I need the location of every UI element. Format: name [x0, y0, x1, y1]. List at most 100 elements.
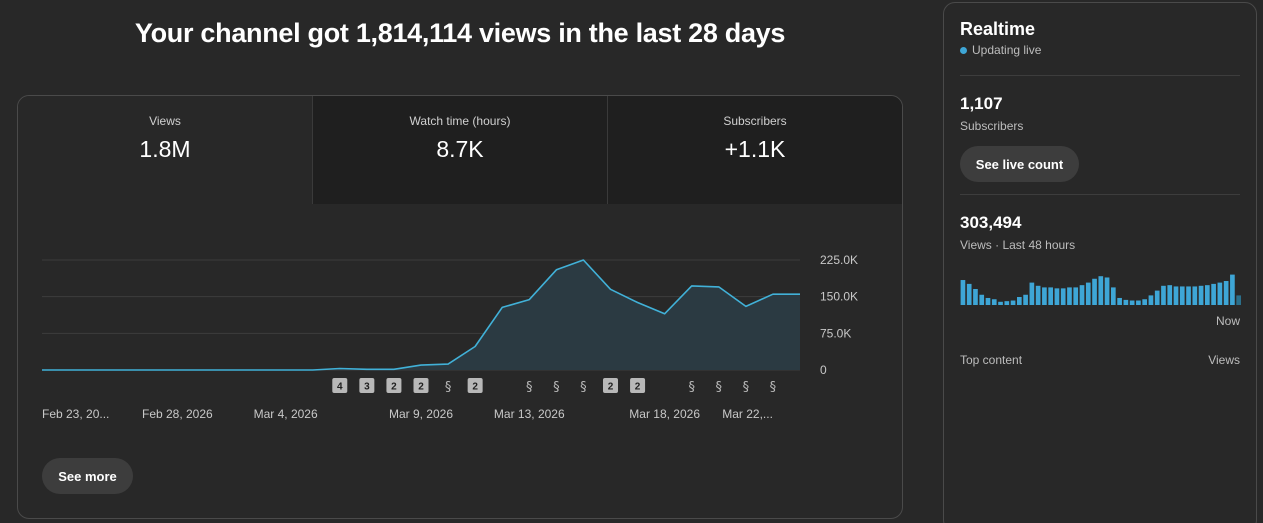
x-tick-label: Feb 28, 2026	[142, 407, 213, 421]
realtime-hour-bar	[985, 297, 991, 305]
realtime-hour-bar	[1179, 286, 1185, 305]
x-tick-label: Mar 13, 2026	[494, 407, 565, 421]
see-live-count-button[interactable]: See live count	[960, 146, 1079, 182]
x-tick-label: Mar 18, 2026	[629, 407, 700, 421]
live-dot-icon	[960, 46, 967, 54]
realtime-title: Realtime	[960, 19, 1036, 39]
realtime-status: Updating live	[960, 43, 1041, 57]
realtime-hour-bar	[1205, 285, 1210, 305]
upload-count-label: 2	[472, 382, 478, 393]
realtime-panel: Realtime Updating live 1,107 Subscribers…	[943, 2, 1257, 523]
realtime-hour-bar	[1123, 299, 1129, 305]
upload-count-label: 2	[391, 382, 397, 393]
upload-count-label: 2	[608, 382, 614, 393]
y-tick-label: 75.0K	[820, 326, 851, 340]
realtime-views-label: Views · Last 48 hours	[960, 238, 1076, 252]
shorts-icon: §	[445, 380, 452, 395]
divider	[960, 194, 1240, 195]
tab-subscribers-label: Subscribers	[723, 114, 787, 128]
upload-count-label: 2	[635, 382, 641, 393]
realtime-hour-bar	[1023, 294, 1028, 305]
realtime-hour-bar	[1035, 285, 1041, 305]
tab-views[interactable]: Views 1.8M	[18, 96, 313, 204]
upload-count-label: 3	[364, 382, 370, 393]
realtime-hour-bar	[1104, 277, 1110, 305]
views-chart: 0 75.0K 150.0K 225.0K 4 3 2 2 § 2 § § § 2 2 § § § § Feb 23,…	[42, 253, 858, 421]
views-line	[42, 259, 800, 371]
shorts-icon: §	[688, 380, 695, 395]
metric-tabs: Views 1.8M Watch time (hours) 8.7K Subsc…	[18, 96, 902, 204]
tab-views-value: 1.8M	[139, 136, 191, 162]
now-label: Now	[1215, 314, 1240, 328]
y-tick-label: 225.0K	[820, 253, 858, 267]
realtime-hour-bar	[1223, 281, 1229, 305]
upload-count-label: 4	[337, 382, 343, 393]
realtime-hour-bar	[1136, 300, 1141, 305]
tab-watch-time[interactable]: Watch time (hours) 8.7K	[313, 96, 608, 204]
upload-count-label: 2	[418, 382, 424, 393]
upload-count-marker	[467, 378, 483, 393]
realtime-views-value: 303,494	[960, 213, 1022, 232]
realtime-hour-bar	[1142, 299, 1147, 305]
realtime-hour-bar	[1092, 278, 1097, 305]
realtime-hour-bar	[1098, 276, 1104, 305]
x-tick-label: Mar 9, 2026	[389, 407, 453, 421]
realtime-hour-bar	[1154, 290, 1160, 305]
upload-count-marker	[413, 378, 429, 393]
realtime-hour-bar	[1230, 274, 1235, 305]
realtime-hour-bar	[960, 280, 966, 305]
upload-count-marker	[332, 378, 348, 393]
realtime-hour-bar	[1054, 288, 1060, 305]
realtime-hour-bar	[1067, 287, 1072, 305]
shorts-icon: §	[743, 380, 750, 395]
divider	[960, 75, 1240, 76]
y-tick-label: 0	[820, 363, 827, 377]
page-headline: Your channel got 1,814,114 views in the …	[134, 18, 786, 48]
realtime-hour-bar	[1117, 297, 1122, 305]
realtime-hour-bar	[973, 289, 978, 305]
realtime-hour-bar	[1173, 286, 1179, 305]
realtime-hour-bar	[1085, 282, 1091, 305]
see-more-button[interactable]: See more	[42, 458, 133, 494]
shorts-icon: §	[553, 380, 560, 395]
realtime-hour-bar	[1186, 286, 1191, 305]
realtime-hour-bar	[1198, 285, 1204, 305]
realtime-hour-bar	[1236, 295, 1241, 305]
x-tick-label: Mar 4, 2026	[254, 407, 318, 421]
realtime-hour-bar	[1217, 282, 1223, 305]
views-area	[42, 260, 800, 370]
upload-count-marker	[603, 378, 618, 393]
realtime-hour-bar	[1017, 297, 1022, 305]
upload-count-marker	[359, 378, 375, 393]
upload-count-marker	[630, 378, 646, 393]
x-tick-label: Feb 23, 20...	[42, 407, 109, 421]
realtime-hour-bar	[1042, 287, 1047, 305]
tab-subscribers[interactable]: Subscribers +1.1K	[608, 96, 902, 204]
realtime-hour-bar	[1073, 287, 1079, 305]
y-tick-label: 150.0K	[820, 290, 858, 304]
realtime-hour-bar	[998, 301, 1003, 305]
realtime-subscribers-label: Subscribers	[960, 119, 1024, 133]
realtime-hour-bar	[1010, 300, 1016, 305]
realtime-hour-bar	[1129, 300, 1135, 305]
realtime-hour-bar	[1211, 283, 1216, 305]
shorts-icon: §	[580, 380, 587, 395]
realtime-subscribers-value: 1,107	[960, 94, 1003, 113]
realtime-hour-bar	[966, 283, 972, 305]
realtime-status-text: Updating live	[972, 43, 1042, 57]
realtime-hour-bar	[1192, 286, 1198, 305]
realtime-hour-bar	[1148, 295, 1154, 305]
top-content-views-header: Views	[1208, 353, 1240, 367]
tab-watch-time-label: Watch time (hours)	[409, 114, 511, 128]
realtime-hour-bar	[1004, 301, 1010, 305]
analytics-card: Views 1.8M Watch time (hours) 8.7K Subsc…	[17, 95, 903, 519]
realtime-hour-bar	[991, 299, 997, 305]
tab-views-label: Views	[149, 114, 181, 128]
realtime-hour-bar	[1161, 285, 1166, 305]
tab-subscribers-value: +1.1K	[724, 136, 786, 162]
realtime-hour-bar	[1079, 285, 1085, 305]
realtime-hour-bar	[1167, 285, 1173, 305]
shorts-icon: §	[770, 380, 777, 395]
top-content-label: Top content	[960, 353, 1023, 367]
shorts-icon: §	[526, 380, 533, 395]
